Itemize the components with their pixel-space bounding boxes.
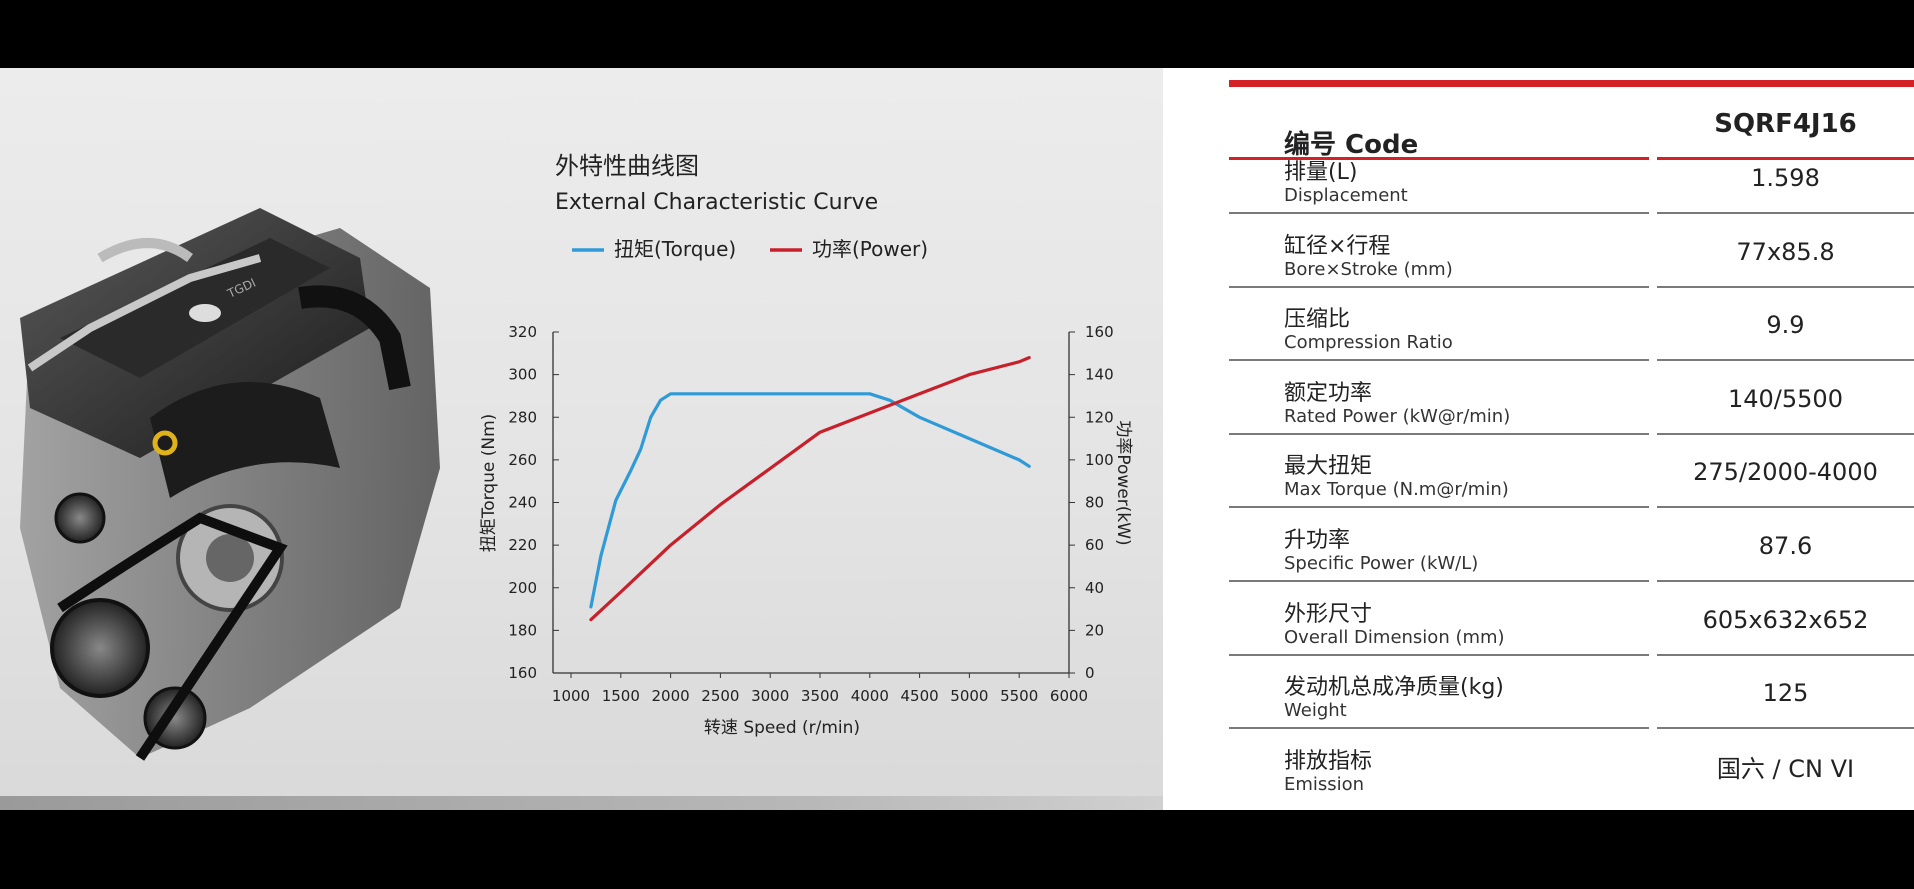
spec-header-label: 编号 Code xyxy=(1284,130,1419,160)
legend-label: 扭矩(Torque) xyxy=(614,237,736,261)
spec-label-cn: 升功率 xyxy=(1284,528,1351,553)
spec-label-en: Weight xyxy=(1284,700,1347,722)
spec-label-en: Bore×Stroke (mm) xyxy=(1284,258,1453,280)
y-right-tick-label: 100 xyxy=(1085,451,1114,469)
spec-row: 发动机总成净质量(kg) Weight 125 xyxy=(1229,657,1914,731)
spec-row: 最大扭矩 Max Torque (N.m@r/min) 275/2000-4000 xyxy=(1229,436,1914,510)
spec-value: 77x85.8 xyxy=(1736,237,1835,266)
y-left-tick-label: 260 xyxy=(508,451,537,469)
x-tick-label: 5500 xyxy=(1000,687,1038,705)
chart-axes: 1000 1500 2000 2500 3000 3500 4000 4500 5000 5500… xyxy=(508,323,1113,705)
spec-row: 升功率 Specific Power (kW/L) 87.6 xyxy=(1229,510,1914,584)
spec-label-cn: 压缩比 xyxy=(1284,307,1351,333)
spec-label-en: Emission xyxy=(1284,773,1365,795)
y-right-tick-label: 40 xyxy=(1085,579,1104,597)
x-tick-label: 4000 xyxy=(851,687,889,705)
spec-value: 125 xyxy=(1762,679,1809,708)
spec-row: 排量(L) Displacement 1.598 xyxy=(1229,142,1914,216)
x-tick-label: 1000 xyxy=(552,687,590,705)
y-right-tick-label: 20 xyxy=(1085,621,1104,639)
chart-series xyxy=(589,356,1031,622)
chart-subtitle: External Characteristic Curve xyxy=(555,190,878,215)
chart-panel: TGDI 外特性曲线图 External Characteristic Curv… xyxy=(0,68,1163,810)
spec-label-en: Max Torque (N.m@r/min) xyxy=(1284,479,1509,501)
chart-title: 外特性曲线图 xyxy=(555,152,699,180)
spec-row: 压缩比 Compression Ratio 9.9 xyxy=(1229,289,1914,363)
x-tick-label: 6000 xyxy=(1050,687,1088,705)
y-left-tick-label: 200 xyxy=(508,579,537,597)
spec-value: 1.598 xyxy=(1751,164,1820,192)
y-left-tick-label: 240 xyxy=(508,494,537,512)
x-tick-label: 3500 xyxy=(801,687,839,705)
y-right-tick-label: 0 xyxy=(1085,664,1095,682)
spec-value: 9.9 xyxy=(1766,311,1805,340)
spec-label-en: Displacement xyxy=(1284,185,1408,206)
x-tick-label: 2500 xyxy=(701,687,739,705)
y-right-tick-label: 140 xyxy=(1085,366,1114,384)
spec-value: 87.6 xyxy=(1758,532,1813,560)
y-left-tick-label: 160 xyxy=(508,664,537,682)
spec-panel: 编号 Code SQRF4J16 排量(L) Displacement 1.598 缸… xyxy=(1163,68,1914,810)
x-tick-label: 1500 xyxy=(602,687,640,705)
spec-label-en: Overall Dimension (mm) xyxy=(1284,626,1505,648)
spec-value: 140/5500 xyxy=(1728,384,1843,413)
engine-image: TGDI xyxy=(20,208,440,761)
y-left-axis-title: 扭矩Torque (Nm) xyxy=(479,414,499,553)
spec-label-cn: 发动机总成净质量(kg) xyxy=(1284,675,1504,701)
spec-table-top-bar xyxy=(1229,80,1914,87)
spec-value: 605x632x652 xyxy=(1702,605,1869,634)
spec-label-cn: 外形尺寸 xyxy=(1284,601,1373,627)
chart-legend: 扭矩(Torque) 功率(Power) xyxy=(572,237,928,261)
y-left-tick-label: 320 xyxy=(508,323,537,341)
y-left-tick-label: 280 xyxy=(508,408,537,426)
spec-label-cn: 最大扭矩 xyxy=(1284,454,1373,480)
spec-value: 国六 / CN VI xyxy=(1716,755,1855,784)
series-line-torque xyxy=(589,392,1031,609)
slide: TGDI 外特性曲线图 External Characteristic Curv… xyxy=(0,68,1914,810)
y-right-tick-label: 80 xyxy=(1085,494,1104,512)
x-tick-label: 3000 xyxy=(751,687,789,705)
spec-header-row: 编号 Code SQRF4J16 xyxy=(1229,88,1914,164)
y-left-tick-label: 180 xyxy=(508,621,537,639)
y-left-tick-label: 220 xyxy=(508,536,537,554)
spec-row: 额定功率 Rated Power (kW@r/min) 140/5500 xyxy=(1229,363,1914,437)
spec-label-cn: 排量(L) xyxy=(1284,160,1358,185)
x-tick-label: 2000 xyxy=(652,687,690,705)
spec-row: 缸径×行程 Bore×Stroke (mm) 77x85.8 xyxy=(1229,216,1914,290)
x-tick-label: 4500 xyxy=(901,687,939,705)
spec-value: 275/2000-4000 xyxy=(1693,458,1878,487)
y-right-tick-label: 60 xyxy=(1085,536,1104,554)
y-right-axis-title: 功率Power(kW) xyxy=(1113,420,1133,545)
y-left-tick-label: 300 xyxy=(508,366,537,384)
spec-header-value: SQRF4J16 xyxy=(1714,109,1857,139)
series-line-power xyxy=(589,356,1031,622)
chart: 外特性曲线图 External Characteristic Curve 扭矩(… xyxy=(479,152,1133,738)
y-right-tick-label: 160 xyxy=(1085,323,1114,341)
x-axis-title: 转速 Speed (r/min) xyxy=(704,718,860,738)
spec-label-en: Specific Power (kW/L) xyxy=(1284,553,1479,574)
spec-row: 排放指标 Emission 国六 / CN VI xyxy=(1229,731,1914,805)
legend-label: 功率(Power) xyxy=(812,237,928,261)
panel-bottom-strip xyxy=(0,796,1163,810)
spec-label-cn: 缸径×行程 xyxy=(1284,233,1391,259)
spec-row: 外形尺寸 Overall Dimension (mm) 605x632x652 xyxy=(1229,584,1914,658)
spec-label-cn: 额定功率 xyxy=(1284,380,1373,406)
spec-label-cn: 排放指标 xyxy=(1284,748,1373,774)
y-right-tick-label: 120 xyxy=(1085,408,1114,426)
spec-label-en: Compression Ratio xyxy=(1284,332,1453,354)
x-tick-label: 5000 xyxy=(950,687,988,705)
spec-label-en: Rated Power (kW@r/min) xyxy=(1284,405,1511,427)
